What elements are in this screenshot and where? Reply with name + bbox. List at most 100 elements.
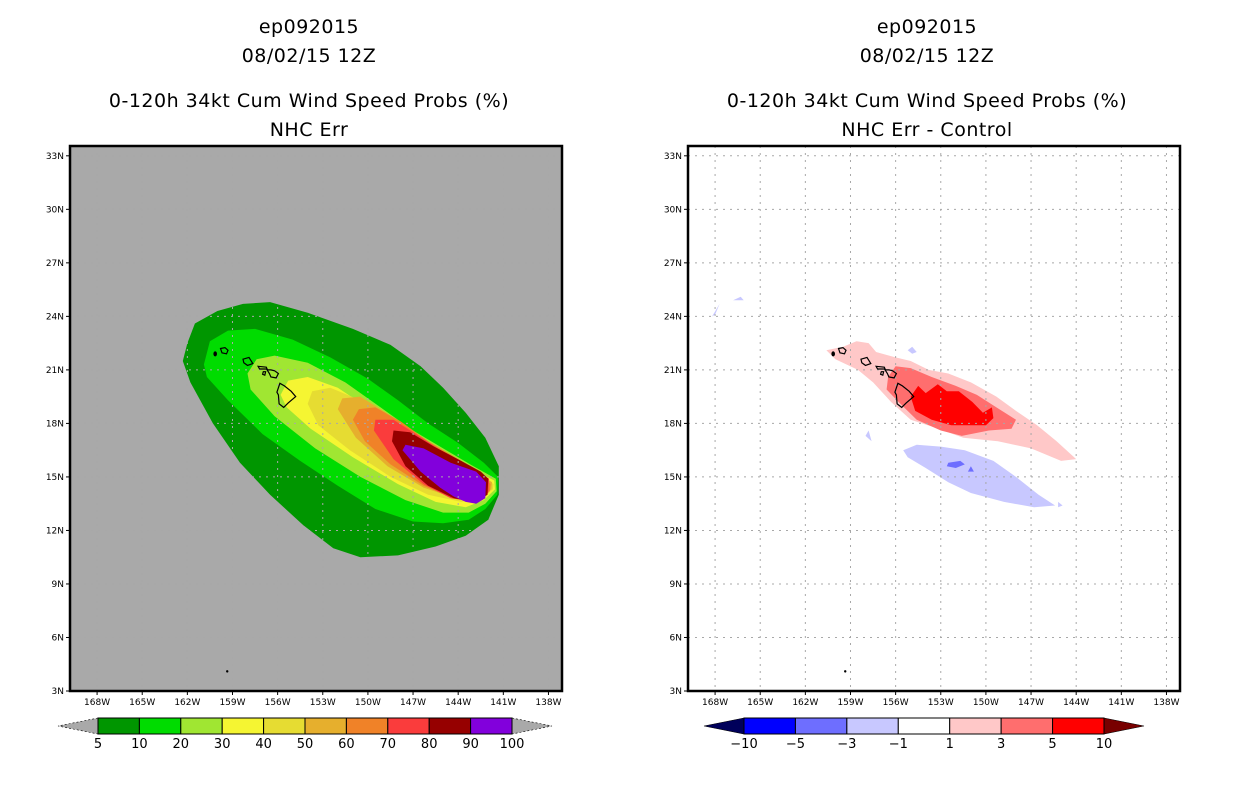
lat-tick-label: 30N xyxy=(664,205,682,215)
contour-minus3-speck xyxy=(1058,501,1063,508)
lon-tick-label: 147W xyxy=(1018,698,1044,708)
colorbar-diff-swatch xyxy=(897,717,951,735)
lon-tick-label: 165W xyxy=(747,698,773,708)
lat-tick-label: 6N xyxy=(52,633,64,643)
island-outline xyxy=(860,356,872,367)
colorbar-diff-low-triangle xyxy=(703,717,745,735)
lat-tick-label: 18N xyxy=(46,419,64,429)
colorbar-probs-swatch xyxy=(387,717,430,735)
island-niihau xyxy=(831,351,835,357)
contour-minus3-speck xyxy=(907,346,917,354)
colorbar-probs-label: 40 xyxy=(255,737,272,752)
colorbar-probs-label: 90 xyxy=(462,737,479,752)
lon-tick-label: 141W xyxy=(490,698,516,708)
lat-tick-label: 27N xyxy=(46,259,64,269)
lat-tick-label: 15N xyxy=(46,473,64,483)
island-outline xyxy=(261,371,267,377)
colorbar-diff-swatch xyxy=(794,717,848,735)
plot-frame xyxy=(68,144,564,693)
lon-tick-label: 159W xyxy=(219,698,245,708)
island-outline xyxy=(266,369,280,379)
contour-minus5-speck xyxy=(967,466,974,472)
lat-tick-label: 18N xyxy=(664,419,682,429)
colorbar-probs-label: 20 xyxy=(173,737,190,752)
lat-tick-label: 33N xyxy=(46,152,64,162)
colorbar-probs-swatch xyxy=(221,717,265,735)
panel-nhc-err: ep092015 08/02/15 12Z 0-120h 34kt Cum Wi… xyxy=(46,16,564,752)
colorbar-diff-label: −10 xyxy=(730,737,757,752)
island-outline xyxy=(242,356,254,367)
lat-tick-label: 6N xyxy=(670,633,682,643)
island-outline xyxy=(219,346,229,355)
lat-tick-label: 15N xyxy=(664,473,682,483)
colorbar-diff-label: 3 xyxy=(997,737,1005,752)
panel-nhc-err-minus-control: ep092015 08/02/15 12Z 0-120h 34kt Cum Wi… xyxy=(618,0,1236,800)
lat-tick-label: 27N xyxy=(664,259,682,269)
storm-id: ep092015 xyxy=(258,16,360,38)
island-outline xyxy=(276,382,297,409)
lat-tick-label: 9N xyxy=(52,580,64,590)
forecast-datetime: 08/02/15 12Z xyxy=(859,45,995,67)
lat-tick-label: 33N xyxy=(664,152,682,162)
lon-tick-label: 138W xyxy=(535,698,561,708)
colorbar-probs-label: 70 xyxy=(380,737,397,752)
speck-marker xyxy=(226,670,229,673)
lat-tick-label: 24N xyxy=(46,312,64,322)
colorbar-probs-label: 30 xyxy=(214,737,231,752)
lat-tick-label: 12N xyxy=(664,526,682,536)
colorbar-probs-swatch xyxy=(180,717,223,735)
island-outline xyxy=(879,371,885,377)
lon-tick-label: 153W xyxy=(310,698,336,708)
lon-tick-label: 156W xyxy=(883,698,909,708)
lat-tick-label: 3N xyxy=(670,687,682,697)
contour-minus3-speck xyxy=(865,430,872,442)
colorbar-probs-swatch xyxy=(97,717,140,735)
lon-tick-label: 159W xyxy=(837,698,863,708)
lon-tick-label: 150W xyxy=(355,698,381,708)
colorbar-diff-swatch xyxy=(846,717,899,735)
lat-tick-label: 21N xyxy=(46,366,64,376)
lon-tick-label: 165W xyxy=(129,698,155,708)
colorbar-diff-swatch xyxy=(743,717,796,735)
plot-frame xyxy=(686,144,1182,693)
panel-subtitle: NHC Err xyxy=(269,119,349,141)
lon-tick-label: 162W xyxy=(792,698,818,708)
colorbar-diff-label: −5 xyxy=(786,737,805,752)
colorbar-probs-swatch xyxy=(428,717,472,735)
colorbar-probs-label: 60 xyxy=(338,737,355,752)
colorbar-probs-swatch xyxy=(304,717,347,735)
lon-tick-label: 162W xyxy=(174,698,200,708)
island-niihau xyxy=(213,351,217,357)
lat-tick-label: 21N xyxy=(664,366,682,376)
island-outline xyxy=(875,365,887,370)
product-title: 0-120h 34kt Cum Wind Speed Probs (%) xyxy=(108,90,510,112)
map-difference: 33N 30N 27N 24N 21N 18N 15N 12N 9N 6N 3N 168W 165W 16… xyxy=(664,144,1182,752)
island-outline xyxy=(894,382,915,409)
lat-tick-label: 9N xyxy=(670,580,682,590)
contour-minus5-to-minus3 xyxy=(946,460,965,468)
lon-tick-label: 144W xyxy=(1063,698,1089,708)
lat-tick-label: 12N xyxy=(46,526,64,536)
forecast-datetime: 08/02/15 12Z xyxy=(241,45,377,67)
lon-tick-label: 150W xyxy=(973,698,999,708)
colorbar-diff-label: −3 xyxy=(837,737,856,752)
colorbar-diff-swatch xyxy=(1052,717,1105,735)
lon-tick-label: 153W xyxy=(928,698,954,708)
colorbar-diff-label: 10 xyxy=(1096,737,1113,752)
island-outline xyxy=(257,365,269,370)
lat-tick-label: 30N xyxy=(46,205,64,215)
colorbar-probs-swatch xyxy=(470,717,513,735)
lon-tick-label: 168W xyxy=(84,698,110,708)
lat-tick-label: 24N xyxy=(664,312,682,322)
colorbar-diff-label: 5 xyxy=(1048,737,1056,752)
colorbar-probs-label: 5 xyxy=(94,737,102,752)
colorbar-diff-label: −1 xyxy=(889,737,908,752)
map-nhc-err: 33N 30N 27N 24N 21N 18N 15N 12N 9N 6N 3N 168W 165W 16… xyxy=(46,144,564,752)
colorbar-probs-label: 10 xyxy=(131,737,148,752)
contour-90-pct xyxy=(402,444,486,504)
colorbar-diff-high-triangle xyxy=(1103,717,1145,735)
lon-tick-label: 156W xyxy=(265,698,291,708)
product-title: 0-120h 34kt Cum Wind Speed Probs (%) xyxy=(726,90,1128,112)
colorbar-probs-swatch xyxy=(345,717,389,735)
colorbar-probs-low-triangle xyxy=(57,717,99,735)
